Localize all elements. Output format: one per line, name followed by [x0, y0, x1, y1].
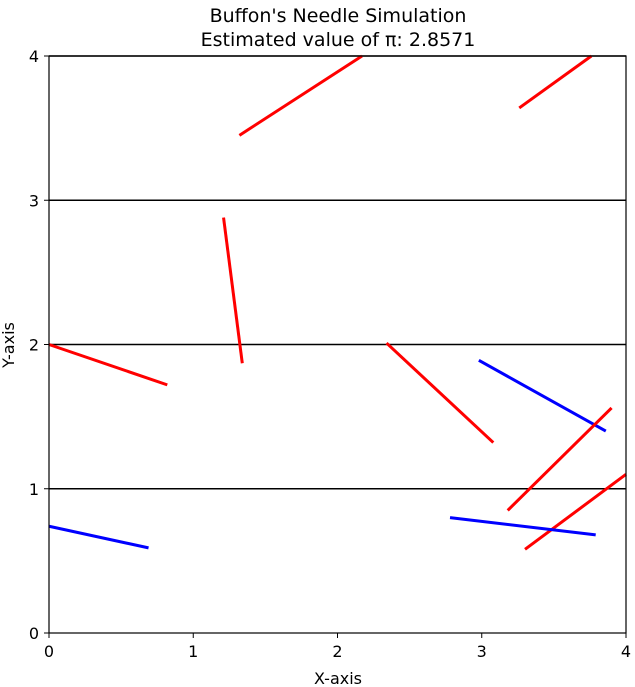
needle-non-crossing [478, 359, 607, 433]
y-tick-label: 2 [29, 336, 39, 355]
y-tick-label: 4 [29, 47, 39, 66]
x-tick-label: 0 [44, 642, 54, 661]
x-axis-ticks: 0 1 2 3 4 [44, 633, 631, 661]
needle-crossing [518, 54, 593, 110]
needle-crossing [524, 473, 627, 551]
x-tick-label: 1 [188, 642, 198, 661]
needle-non-crossing [48, 524, 149, 550]
needle-crossing [385, 341, 495, 444]
chart-title: Buffon's Needle Simulation [210, 5, 467, 27]
needles [48, 54, 627, 551]
needle-non-crossing [449, 516, 596, 537]
x-tick-label: 4 [621, 642, 631, 661]
x-tick-label: 3 [477, 642, 487, 661]
y-tick-label: 0 [29, 624, 39, 643]
chart-subtitle: Estimated value of π: 2.8571 [201, 29, 476, 51]
x-axis-label: X-axis [314, 669, 362, 687]
horizontal-grid-lines [49, 55, 626, 490]
needle-crossing [238, 54, 363, 137]
y-tick-label: 3 [29, 191, 39, 210]
x-tick-label: 2 [332, 642, 342, 661]
needle-crossing [48, 343, 168, 387]
y-axis-label: Y-axis [0, 322, 18, 369]
needle-crossing [222, 217, 244, 364]
y-tick-label: 1 [29, 480, 39, 499]
y-axis-ticks: 0 1 2 3 4 [29, 47, 49, 643]
needle-crossing [506, 406, 613, 512]
